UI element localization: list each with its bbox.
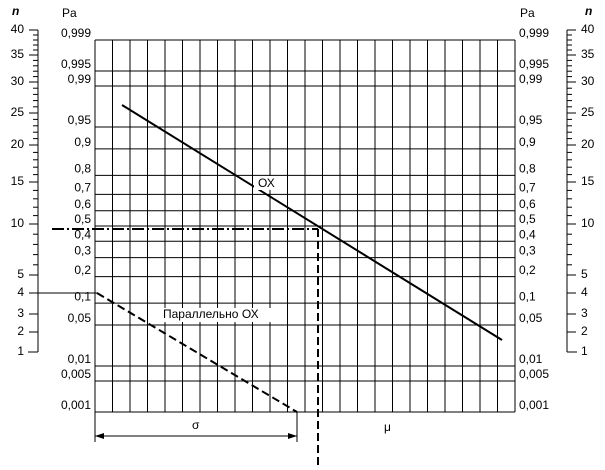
probability-label-left: 0,3: [74, 244, 91, 258]
probability-label-left: 0,2: [74, 263, 91, 277]
n-label: 3: [17, 306, 24, 320]
probability-label-left: 0,05: [68, 311, 92, 325]
probability-label-left: 0,995: [61, 57, 91, 71]
parallel-line: [96, 292, 298, 413]
probability-label-left: 0,01: [68, 352, 92, 366]
left-pa-title: Pa: [62, 6, 77, 20]
ox-line: [121, 104, 503, 341]
probability-label-right: 0,6: [519, 197, 536, 211]
left-axis-title: n: [12, 4, 19, 18]
probability-label-left: 0,9: [74, 135, 91, 149]
ox-label: ОХ: [258, 176, 275, 190]
probability-label-left: 0,7: [74, 181, 91, 195]
n-label: 35: [11, 47, 25, 61]
probability-label-right: 0,005: [519, 367, 549, 381]
probability-label-left: 0,005: [61, 367, 91, 381]
probability-label-left: 0,001: [61, 398, 91, 412]
probability-label-right: 0,995: [519, 57, 549, 71]
probability-label-right: 0,05: [519, 311, 543, 325]
grid: [94, 39, 516, 413]
probability-label-left: 0,999: [61, 26, 91, 40]
n-label: 30: [581, 74, 595, 88]
sigma-label: σ: [192, 418, 200, 432]
n-label: 25: [581, 105, 595, 119]
n-label: 5: [581, 267, 588, 281]
n-label: 5: [17, 267, 24, 281]
probability-label-left: 0,99: [68, 72, 92, 86]
label-bg: [160, 308, 272, 322]
probability-label-left: 0,5: [74, 212, 91, 226]
n-label: 10: [581, 216, 595, 230]
probability-label-right: 0,8: [519, 162, 536, 176]
n-label: 1: [17, 344, 24, 358]
n-label: 2: [17, 324, 24, 338]
n-label: 10: [11, 216, 25, 230]
n-label: 40: [11, 22, 25, 36]
probability-label-right: 0,2: [519, 263, 536, 277]
probability-label-right: 0,3: [519, 244, 536, 258]
probability-label-left: 0,4: [74, 227, 91, 241]
probability-label-right: 0,1: [519, 289, 536, 303]
n-label: 20: [581, 137, 595, 151]
n-label: 2: [581, 324, 588, 338]
label-bg: [254, 176, 280, 190]
n-label: 1: [581, 344, 588, 358]
n-label: 30: [11, 74, 25, 88]
n-label: 4: [17, 285, 24, 299]
probability-label-right: 0,999: [519, 26, 549, 40]
probability-label-left: 0,6: [74, 197, 91, 211]
probability-label-right: 0,5: [519, 212, 536, 226]
probability-label-right: 0,4: [519, 227, 536, 241]
probability-label-right: 0,9: [519, 135, 536, 149]
n-label: 40: [581, 22, 595, 36]
n-label: 3: [581, 306, 588, 320]
n-label: 35: [581, 47, 595, 61]
right-axis-title: n: [585, 4, 592, 18]
mu-label: μ: [384, 420, 391, 434]
n-label: 15: [581, 174, 595, 188]
right-pa-title: Pa: [520, 6, 535, 20]
probability-label-right: 0,7: [519, 181, 536, 195]
probability-label-left: 0,95: [68, 113, 92, 127]
n-label: 15: [11, 174, 25, 188]
parallel-label: Параллельно ОХ: [163, 307, 259, 321]
probability-label-right: 0,001: [519, 398, 549, 412]
n-label: 20: [11, 137, 25, 151]
probability-label-right: 0,01: [519, 352, 543, 366]
probability-label-left: 0,8: [74, 162, 91, 176]
n-label: 4: [581, 285, 588, 299]
n-label: 25: [11, 105, 25, 119]
probability-label-right: 0,99: [519, 72, 543, 86]
probability-label-left: 0,1: [74, 289, 91, 303]
probability-label-right: 0,95: [519, 113, 543, 127]
